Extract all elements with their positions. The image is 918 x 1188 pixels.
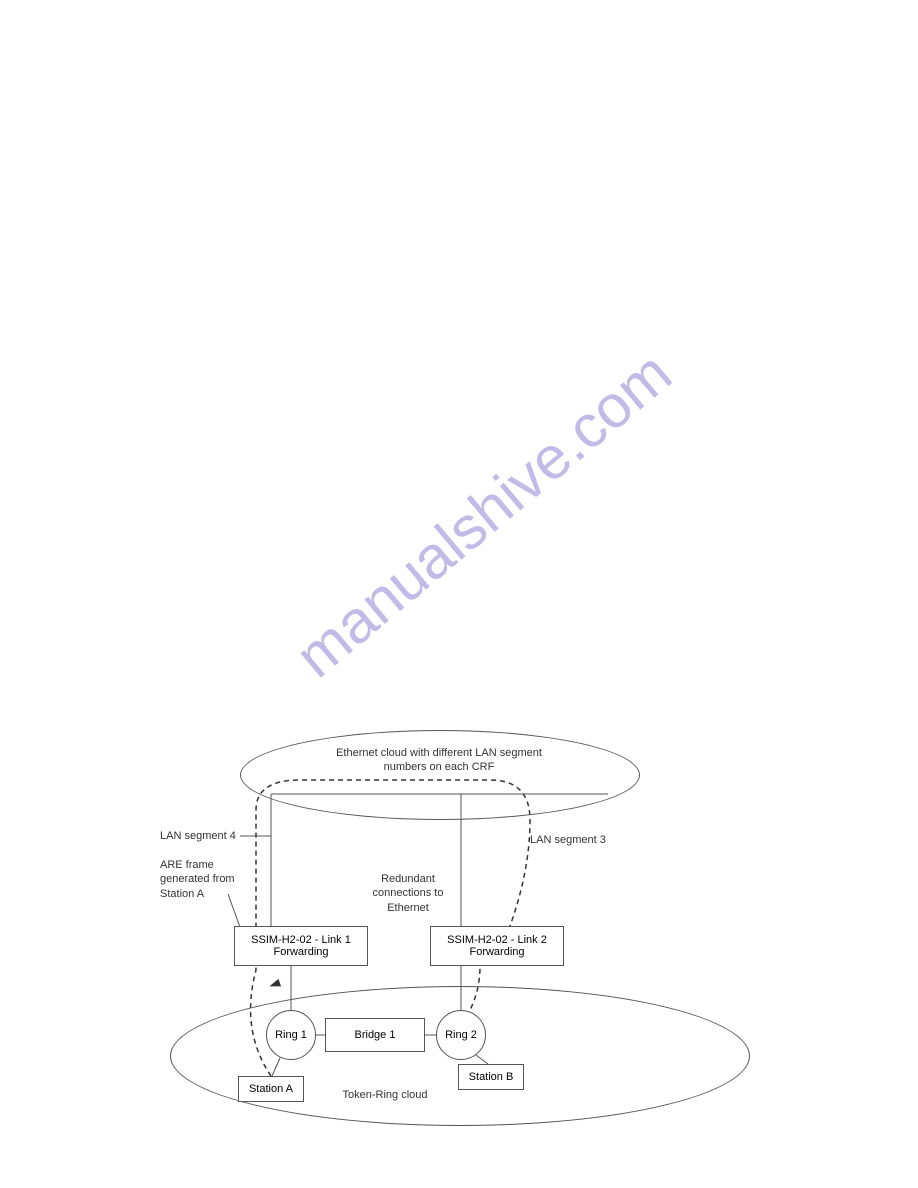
ring2-label: Ring 2 bbox=[445, 1029, 477, 1041]
station-a-box: Station A bbox=[238, 1076, 304, 1102]
ssim2-bottom: Forwarding bbox=[469, 946, 524, 958]
ring2-node: Ring 2 bbox=[436, 1010, 486, 1060]
station-b-label: Station B bbox=[469, 1071, 514, 1083]
seg3-label: LAN segment 3 bbox=[530, 834, 606, 846]
ssim-link1-box: SSIM-H2-02 - Link 1 Forwarding bbox=[234, 926, 368, 966]
redundant-label: Redundant connections to Ethernet bbox=[358, 872, 458, 915]
watermark-text: manualshive.com bbox=[282, 338, 684, 691]
ssim1-bottom: Forwarding bbox=[273, 946, 328, 958]
bridge1-label: Bridge 1 bbox=[355, 1029, 396, 1041]
ring1-node: Ring 1 bbox=[266, 1010, 316, 1060]
tokenring-cloud-label: Token-Ring cloud bbox=[340, 1088, 430, 1102]
ethernet-cloud-label: Ethernet cloud with different LAN segmen… bbox=[324, 746, 554, 775]
bridge1-box: Bridge 1 bbox=[325, 1018, 425, 1052]
seg4-label: LAN segment 4 bbox=[160, 830, 236, 842]
station-b-box: Station B bbox=[458, 1064, 524, 1090]
ssim1-top: SSIM-H2-02 - Link 1 bbox=[251, 934, 351, 946]
ethernet-cloud bbox=[240, 730, 640, 820]
station-a-label: Station A bbox=[249, 1083, 293, 1095]
ssim2-top: SSIM-H2-02 - Link 2 bbox=[447, 934, 547, 946]
ring1-label: Ring 1 bbox=[275, 1029, 307, 1041]
network-diagram: Ethernet cloud with different LAN segmen… bbox=[140, 730, 780, 1140]
ssim-link2-box: SSIM-H2-02 - Link 2 Forwarding bbox=[430, 926, 564, 966]
are-frame-label: ARE frame generated from Station A bbox=[160, 858, 260, 901]
